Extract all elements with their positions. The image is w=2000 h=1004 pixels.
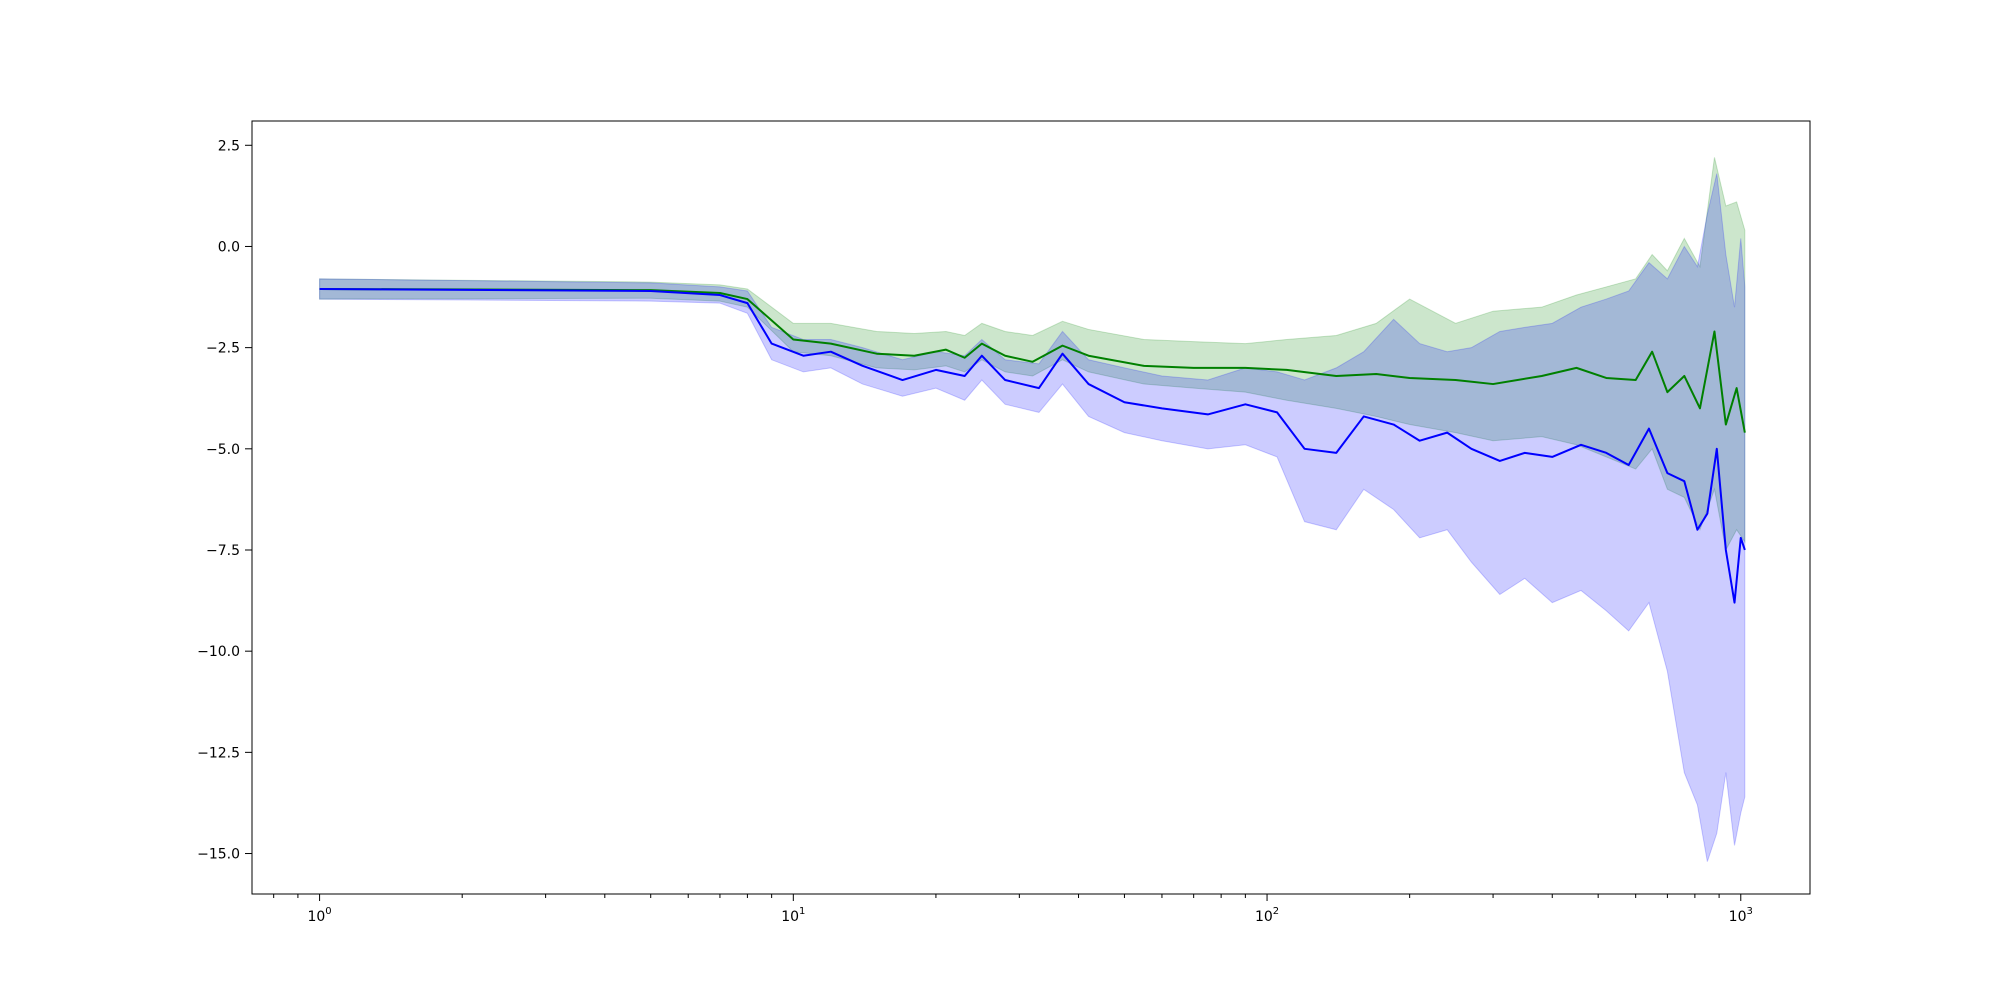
series-lines	[319, 287, 1746, 604]
series-line-1	[319, 287, 1746, 604]
y-tick-label: −2.5	[206, 341, 240, 357]
y-tick-label: −12.5	[197, 745, 240, 761]
x-tick-label: 101	[781, 906, 805, 925]
confidence-band-1	[319, 173, 1746, 862]
x-tick-label: 103	[1729, 906, 1753, 925]
y-tick-label: −7.5	[206, 543, 240, 559]
confidence-bands	[319, 157, 1746, 862]
x-tick-label: 100	[307, 906, 331, 925]
y-tick-label: −15.0	[197, 847, 240, 863]
series-0	[319, 287, 1746, 433]
y-tick-label: 2.5	[218, 138, 240, 154]
y-tick-label: 0.0	[218, 239, 240, 255]
axes: 100 101 102 103 2.5 0.0 −2.5 −5.0 −7.5 −10.0 −12.5…	[197, 138, 1753, 925]
series-1	[319, 287, 1746, 604]
series-line-0	[319, 287, 1746, 433]
confidence-band-0	[319, 157, 1746, 552]
y-tick-label: −5.0	[206, 442, 240, 458]
x-tick-label: 102	[1255, 906, 1279, 925]
y-tick-label: −10.0	[197, 644, 240, 660]
plot-frame	[251, 120, 1811, 895]
